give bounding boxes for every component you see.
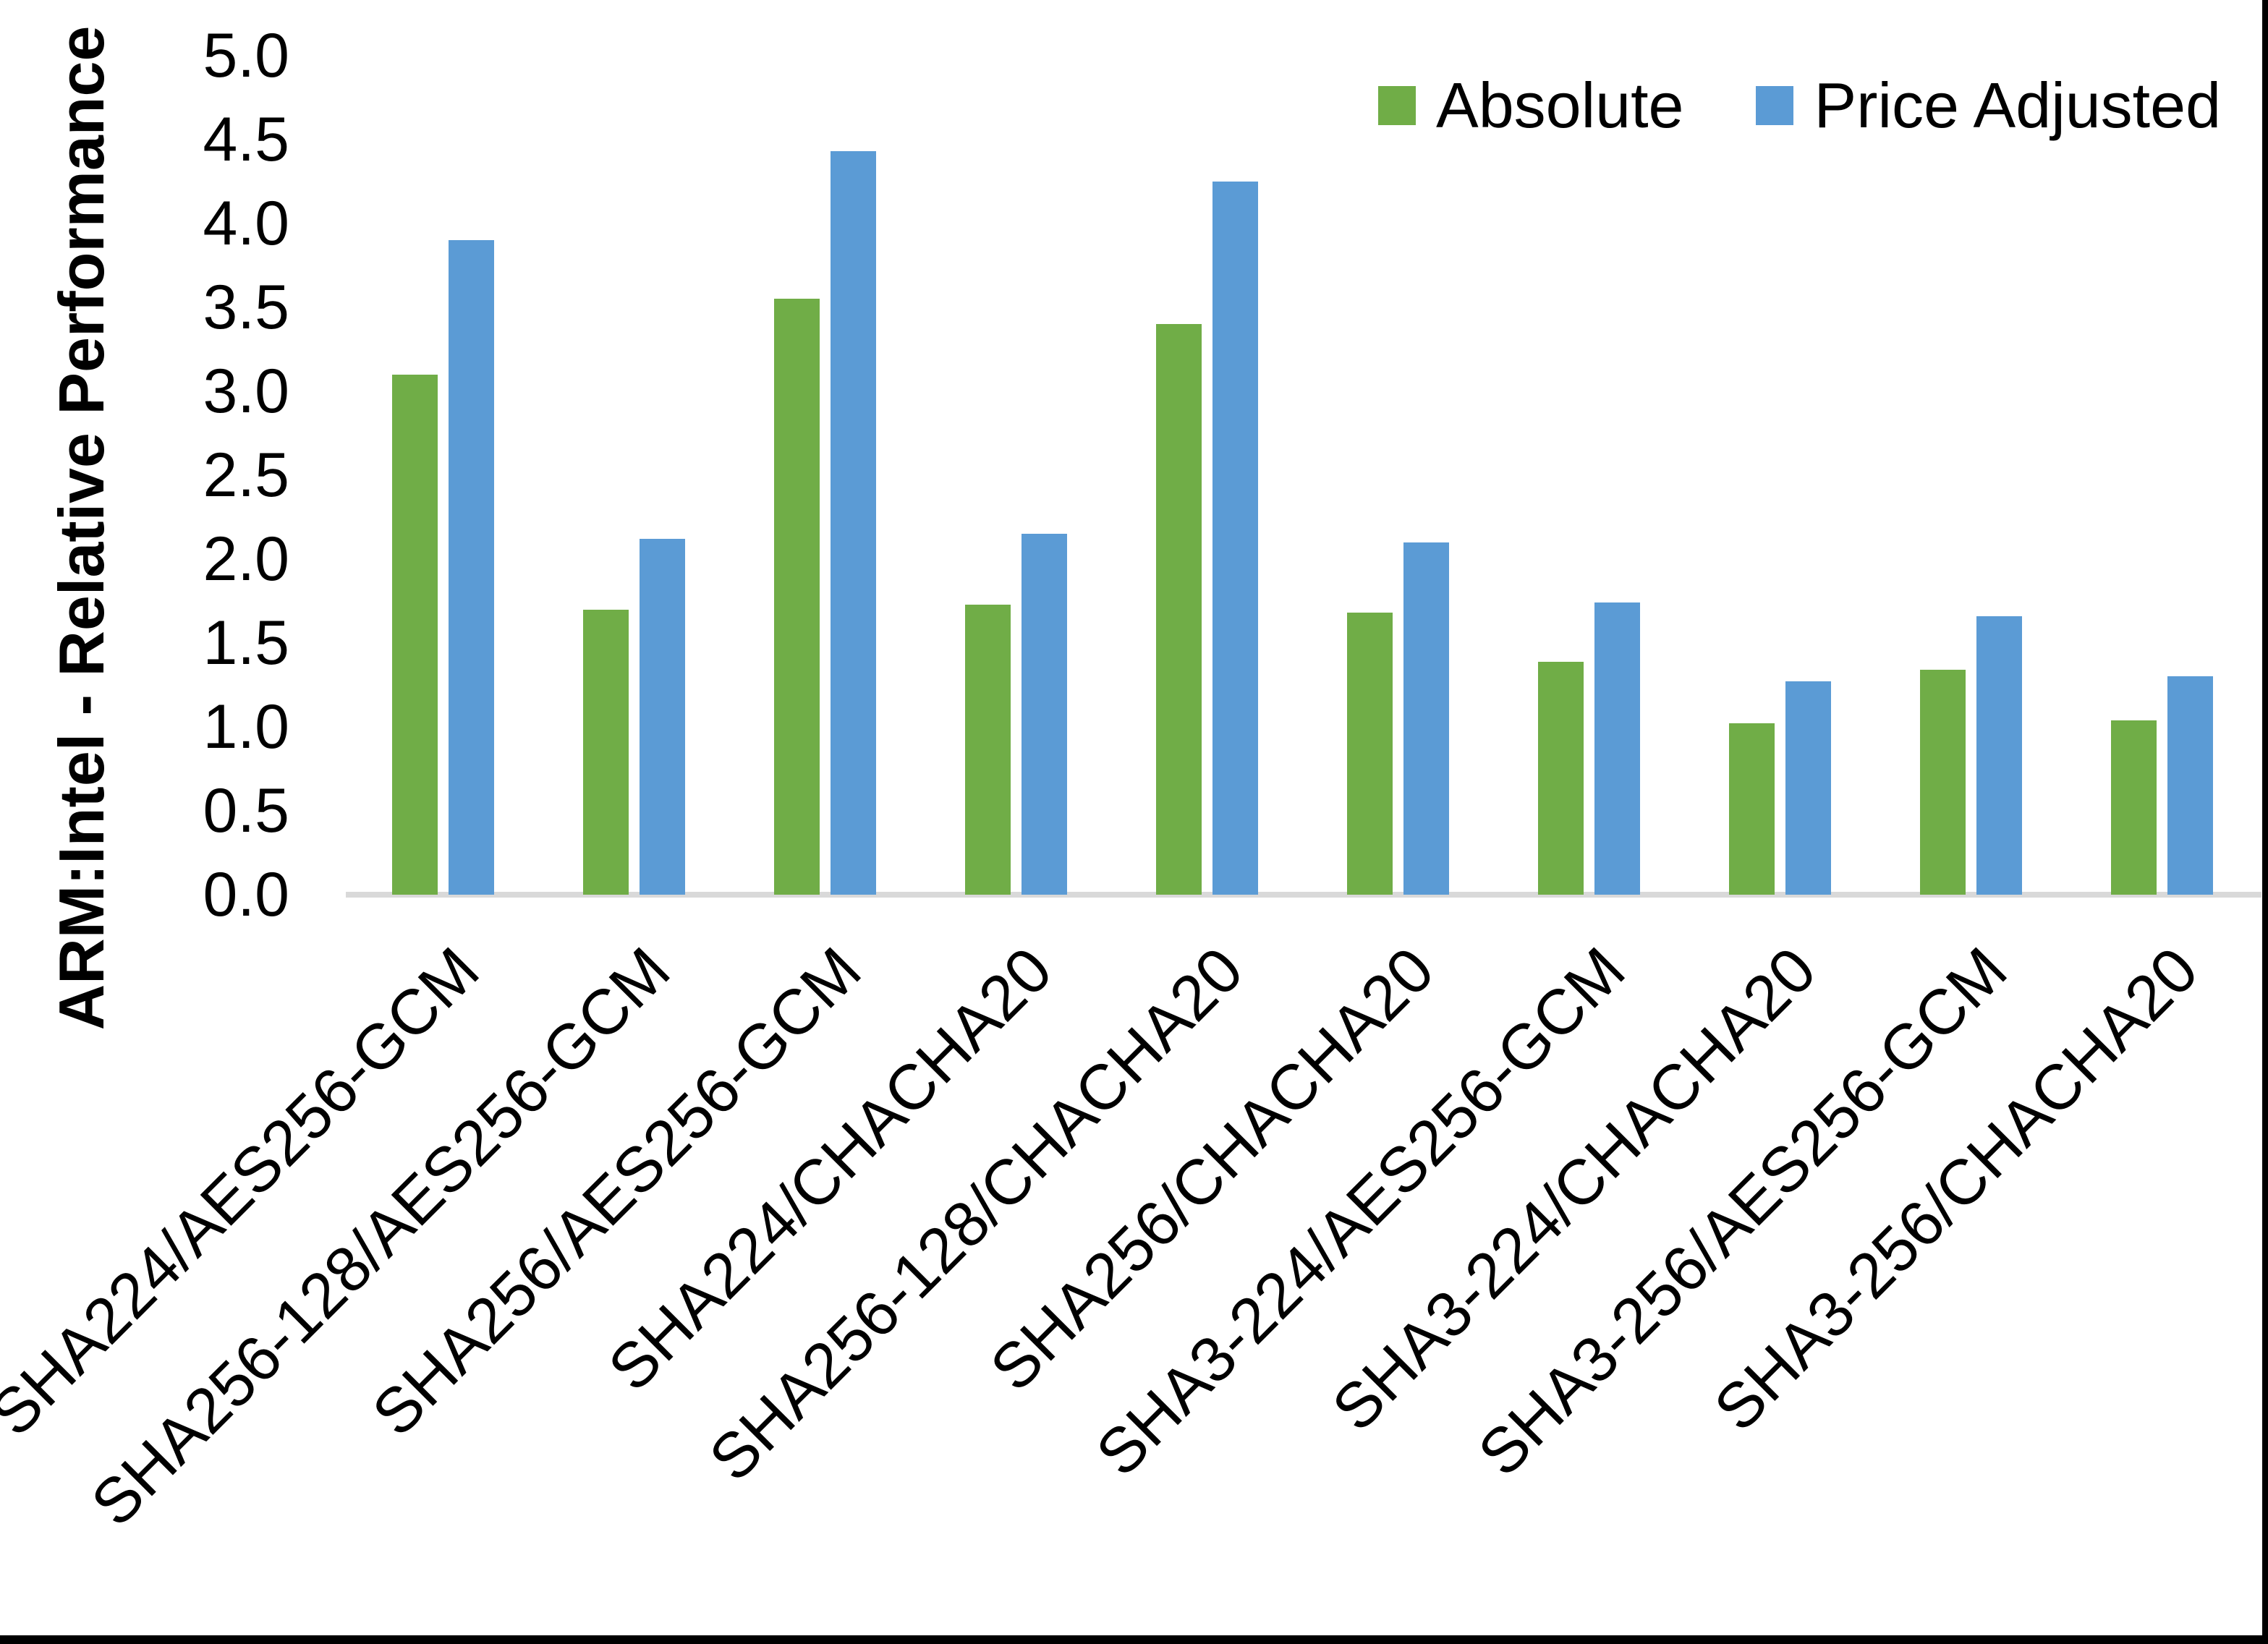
bar-price-adjusted <box>449 240 494 895</box>
bar-price-adjusted <box>1022 534 1067 895</box>
y-tick-label: 5.0 <box>203 21 289 90</box>
bar-price-adjusted <box>640 539 685 895</box>
bar-absolute <box>583 609 629 895</box>
bar-price-adjusted <box>1594 602 1640 895</box>
legend-swatch-icon <box>1378 86 1416 125</box>
bar-absolute <box>1920 670 1966 895</box>
bar-absolute <box>1538 661 1584 895</box>
legend-item-absolute: Absolute <box>1378 69 1683 142</box>
y-tick-label: 0.5 <box>203 776 289 846</box>
bar-price-adjusted <box>1785 681 1831 895</box>
x-axis-line <box>346 892 2261 898</box>
bar-absolute <box>1156 324 1202 895</box>
bar-absolute <box>1347 613 1393 895</box>
bar-absolute <box>965 604 1011 895</box>
legend-label: Absolute <box>1436 69 1684 141</box>
y-tick-label: 3.5 <box>203 273 289 342</box>
y-tick-label: 1.0 <box>203 692 289 762</box>
bar-price-adjusted <box>1212 182 1258 895</box>
legend-label: Price Adjusted <box>1814 69 2222 141</box>
y-tick-label: 1.5 <box>203 608 289 678</box>
legend-swatch-icon <box>1756 86 1794 125</box>
y-tick-label: 4.0 <box>203 189 289 258</box>
right-border <box>2262 0 2268 1644</box>
bar-absolute <box>1729 723 1775 895</box>
legend: Absolute Price Adjusted <box>1378 69 2221 142</box>
bar-price-adjusted <box>1976 616 2022 895</box>
y-tick-label: 0.0 <box>203 860 289 929</box>
y-tick-label: 2.0 <box>203 524 289 594</box>
bar-absolute <box>2111 720 2157 895</box>
bar-price-adjusted <box>2167 676 2213 895</box>
y-tick-label: 2.5 <box>203 440 289 510</box>
bar-absolute <box>392 374 438 895</box>
y-tick-label: 3.0 <box>203 357 289 426</box>
bar-price-adjusted <box>831 151 876 895</box>
bottom-border <box>0 1635 2268 1644</box>
bar-price-adjusted <box>1403 542 1449 895</box>
bar-absolute <box>774 299 820 895</box>
y-tick-label: 4.5 <box>203 105 289 174</box>
legend-item-price-adjusted: Price Adjusted <box>1756 69 2221 142</box>
